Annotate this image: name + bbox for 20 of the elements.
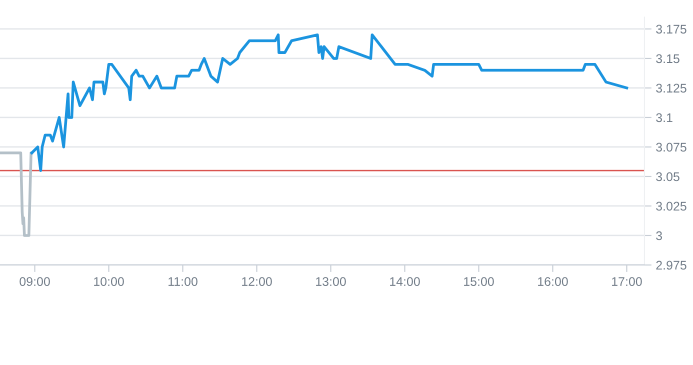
y-tick-label: 2.975 (656, 260, 686, 270)
x-tick-label: 13:00 (316, 277, 346, 286)
x-tick-label: 12:00 (242, 277, 272, 286)
x-tick-label: 09:00 (20, 277, 50, 286)
line-series (0, 151, 34, 237)
y-tick-label: 3.15 (656, 54, 680, 64)
x-tick-label: 11:00 (168, 277, 198, 286)
x-tick-label: 15:00 (464, 277, 494, 286)
y-tick-label: 3 (656, 231, 662, 240)
x-tick-label: 16:00 (538, 277, 568, 286)
y-tick-label: 3.075 (656, 142, 686, 152)
y-tick-label: 3.05 (656, 172, 680, 182)
line-series (30, 33, 628, 172)
y-tick-label: 3.025 (656, 202, 686, 211)
y-tick-label: 3.175 (656, 24, 686, 34)
y-tick-label: 3.125 (656, 84, 686, 93)
x-tick-label: 14:00 (390, 277, 420, 286)
x-tick-label: 10:00 (94, 277, 124, 286)
x-tick-label: 17:00 (612, 277, 642, 286)
y-tick-label: 3.1 (656, 113, 672, 122)
